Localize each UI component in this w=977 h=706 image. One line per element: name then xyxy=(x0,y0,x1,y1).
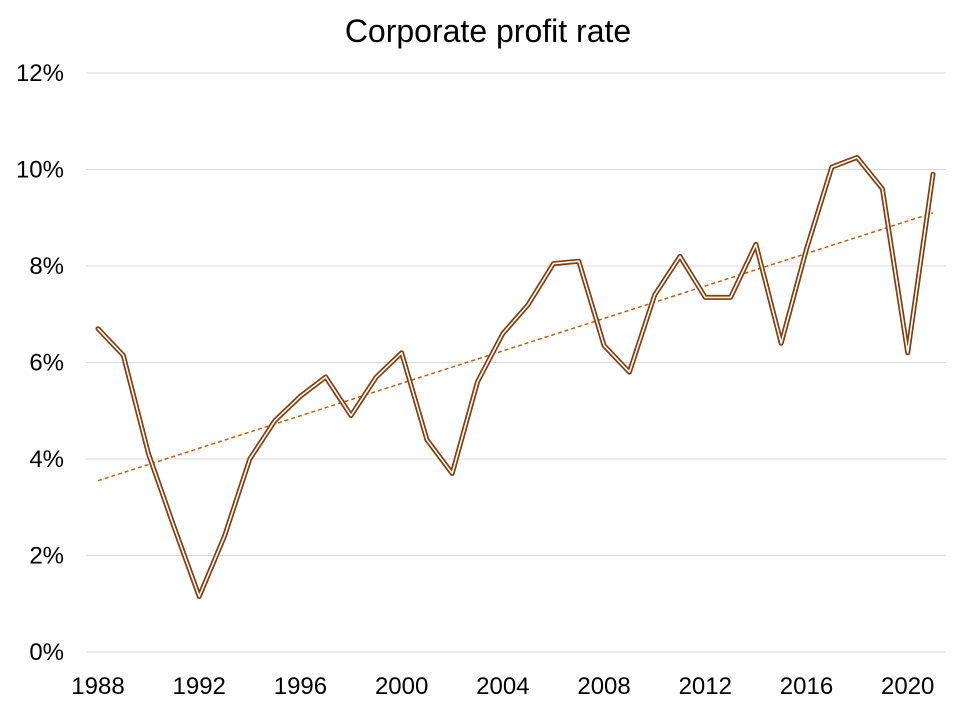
x-tick-label: 2016 xyxy=(780,673,833,700)
y-tick-label: 2% xyxy=(29,543,64,570)
x-axis-tick-labels: 1988 1992 1996 2000 2004 2008 2012 2016 2020 xyxy=(71,673,934,700)
x-tick-label: 2008 xyxy=(577,673,630,700)
trendline-group xyxy=(97,212,934,482)
x-tick-label: 1992 xyxy=(173,673,226,700)
x-tick-label: 2020 xyxy=(881,673,934,700)
x-tick-label: 2012 xyxy=(679,673,732,700)
series-line-inner xyxy=(97,156,934,598)
x-tick-label: 2004 xyxy=(476,673,529,700)
x-tick-label: 1996 xyxy=(274,673,327,700)
x-tick-label: 1988 xyxy=(71,673,124,700)
y-tick-label: 6% xyxy=(29,350,64,377)
y-tick-label: 10% xyxy=(16,157,64,184)
y-axis-tick-labels: 0% 2% 4% 6% 8% 10% 12% xyxy=(16,60,64,666)
series-line xyxy=(95,154,936,599)
y-tick-label: 12% xyxy=(16,60,64,87)
trendline xyxy=(97,212,934,482)
y-tick-label: 4% xyxy=(29,446,64,473)
y-tick-label: 0% xyxy=(29,639,64,666)
gridlines xyxy=(86,72,946,653)
chart-title: Corporate profit rate xyxy=(345,13,631,49)
y-tick-label: 8% xyxy=(29,253,64,280)
x-tick-label: 2000 xyxy=(375,673,428,700)
series-group xyxy=(95,154,936,599)
